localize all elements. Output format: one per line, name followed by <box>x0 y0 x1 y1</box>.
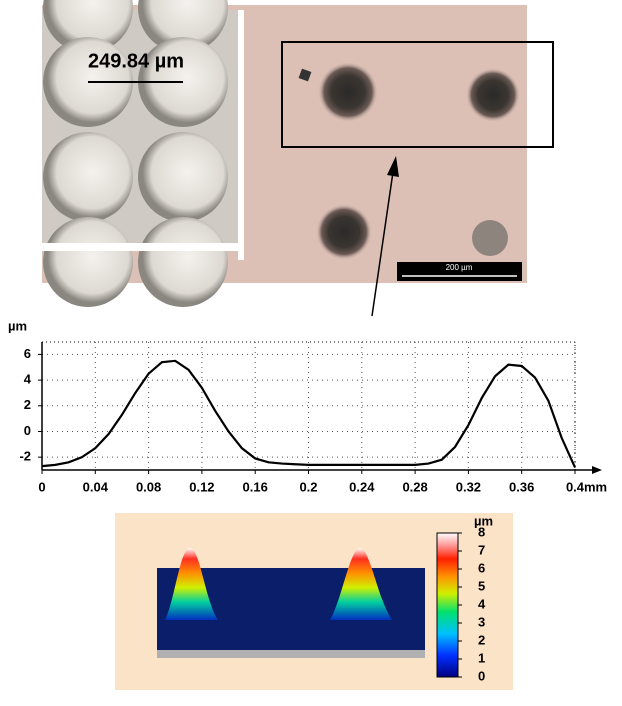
colorbar-tick-label: 2 <box>478 632 485 647</box>
surface-peak <box>330 548 392 620</box>
margin <box>0 0 42 290</box>
colorbar-tick-label: 4 <box>478 596 486 611</box>
x-tick-label: 0 <box>38 479 45 494</box>
colorbar-tick-label: 8 <box>478 524 485 539</box>
x-tick-label: 0.4 <box>566 479 585 494</box>
x-axis-arrow <box>592 466 602 474</box>
colorbar: 0 1 2 3 4 5 6 7 8µm <box>436 513 493 683</box>
x-tick-label: 0.2 <box>299 479 317 494</box>
inset-border <box>42 243 244 251</box>
x-tick-label: 0.32 <box>456 479 481 494</box>
colorbar-tick-label: 7 <box>478 542 485 557</box>
sphere <box>138 0 228 53</box>
spheres <box>43 0 228 307</box>
hole <box>316 204 372 260</box>
surface-peak <box>165 548 218 620</box>
inset-label: 249.84 µm <box>88 50 184 72</box>
x-axis-label: mm <box>584 479 607 494</box>
y-axis-label: µm <box>8 318 27 333</box>
plot-area <box>41 341 576 471</box>
debris <box>298 68 312 82</box>
inset-border <box>238 10 244 260</box>
hole <box>466 68 520 122</box>
sphere <box>43 132 133 222</box>
colorbar-tick-label: 3 <box>478 614 485 629</box>
y-tick-label: 2 <box>24 397 31 412</box>
profile-line <box>41 359 577 468</box>
colorbar-tick-label: 0 <box>478 668 485 683</box>
selection-box <box>281 41 554 148</box>
sphere <box>43 217 133 307</box>
x-tick-label: 0.16 <box>243 479 268 494</box>
colorbar-scale <box>436 532 459 678</box>
sphere <box>43 0 133 53</box>
colorbar-title: µm <box>474 513 493 528</box>
profile-chart: -2 0 2 4 6 0 0.04 0.08 0.12 0.16 0.2 0.24 0.28 0.32 0.… <box>8 318 607 494</box>
colorbar-tick-label: 5 <box>478 578 485 593</box>
surface-base <box>157 650 425 658</box>
y-tick-label: 6 <box>24 346 31 361</box>
x-tick-label: 0.04 <box>83 479 109 494</box>
x-tick-label: 0.24 <box>349 479 375 494</box>
x-tick-label: 0.28 <box>402 479 427 494</box>
hole <box>472 220 508 256</box>
x-tick-label: 0.12 <box>189 479 214 494</box>
arrowhead <box>387 156 399 177</box>
x-tick-label: 0.36 <box>509 479 534 494</box>
colorbar-tick-label: 1 <box>478 650 485 665</box>
sphere <box>138 217 228 307</box>
y-tick-label: 4 <box>24 372 32 387</box>
hole <box>318 62 378 122</box>
y-tick-label: -2 <box>19 449 31 464</box>
arrow <box>371 171 394 317</box>
colorbar-tick-label: 6 <box>478 560 485 575</box>
scale-bar-label: 200 µm <box>446 263 473 272</box>
y-tick-label: 0 <box>24 423 31 438</box>
sphere <box>138 132 228 222</box>
x-tick-label: 0.08 <box>136 479 161 494</box>
